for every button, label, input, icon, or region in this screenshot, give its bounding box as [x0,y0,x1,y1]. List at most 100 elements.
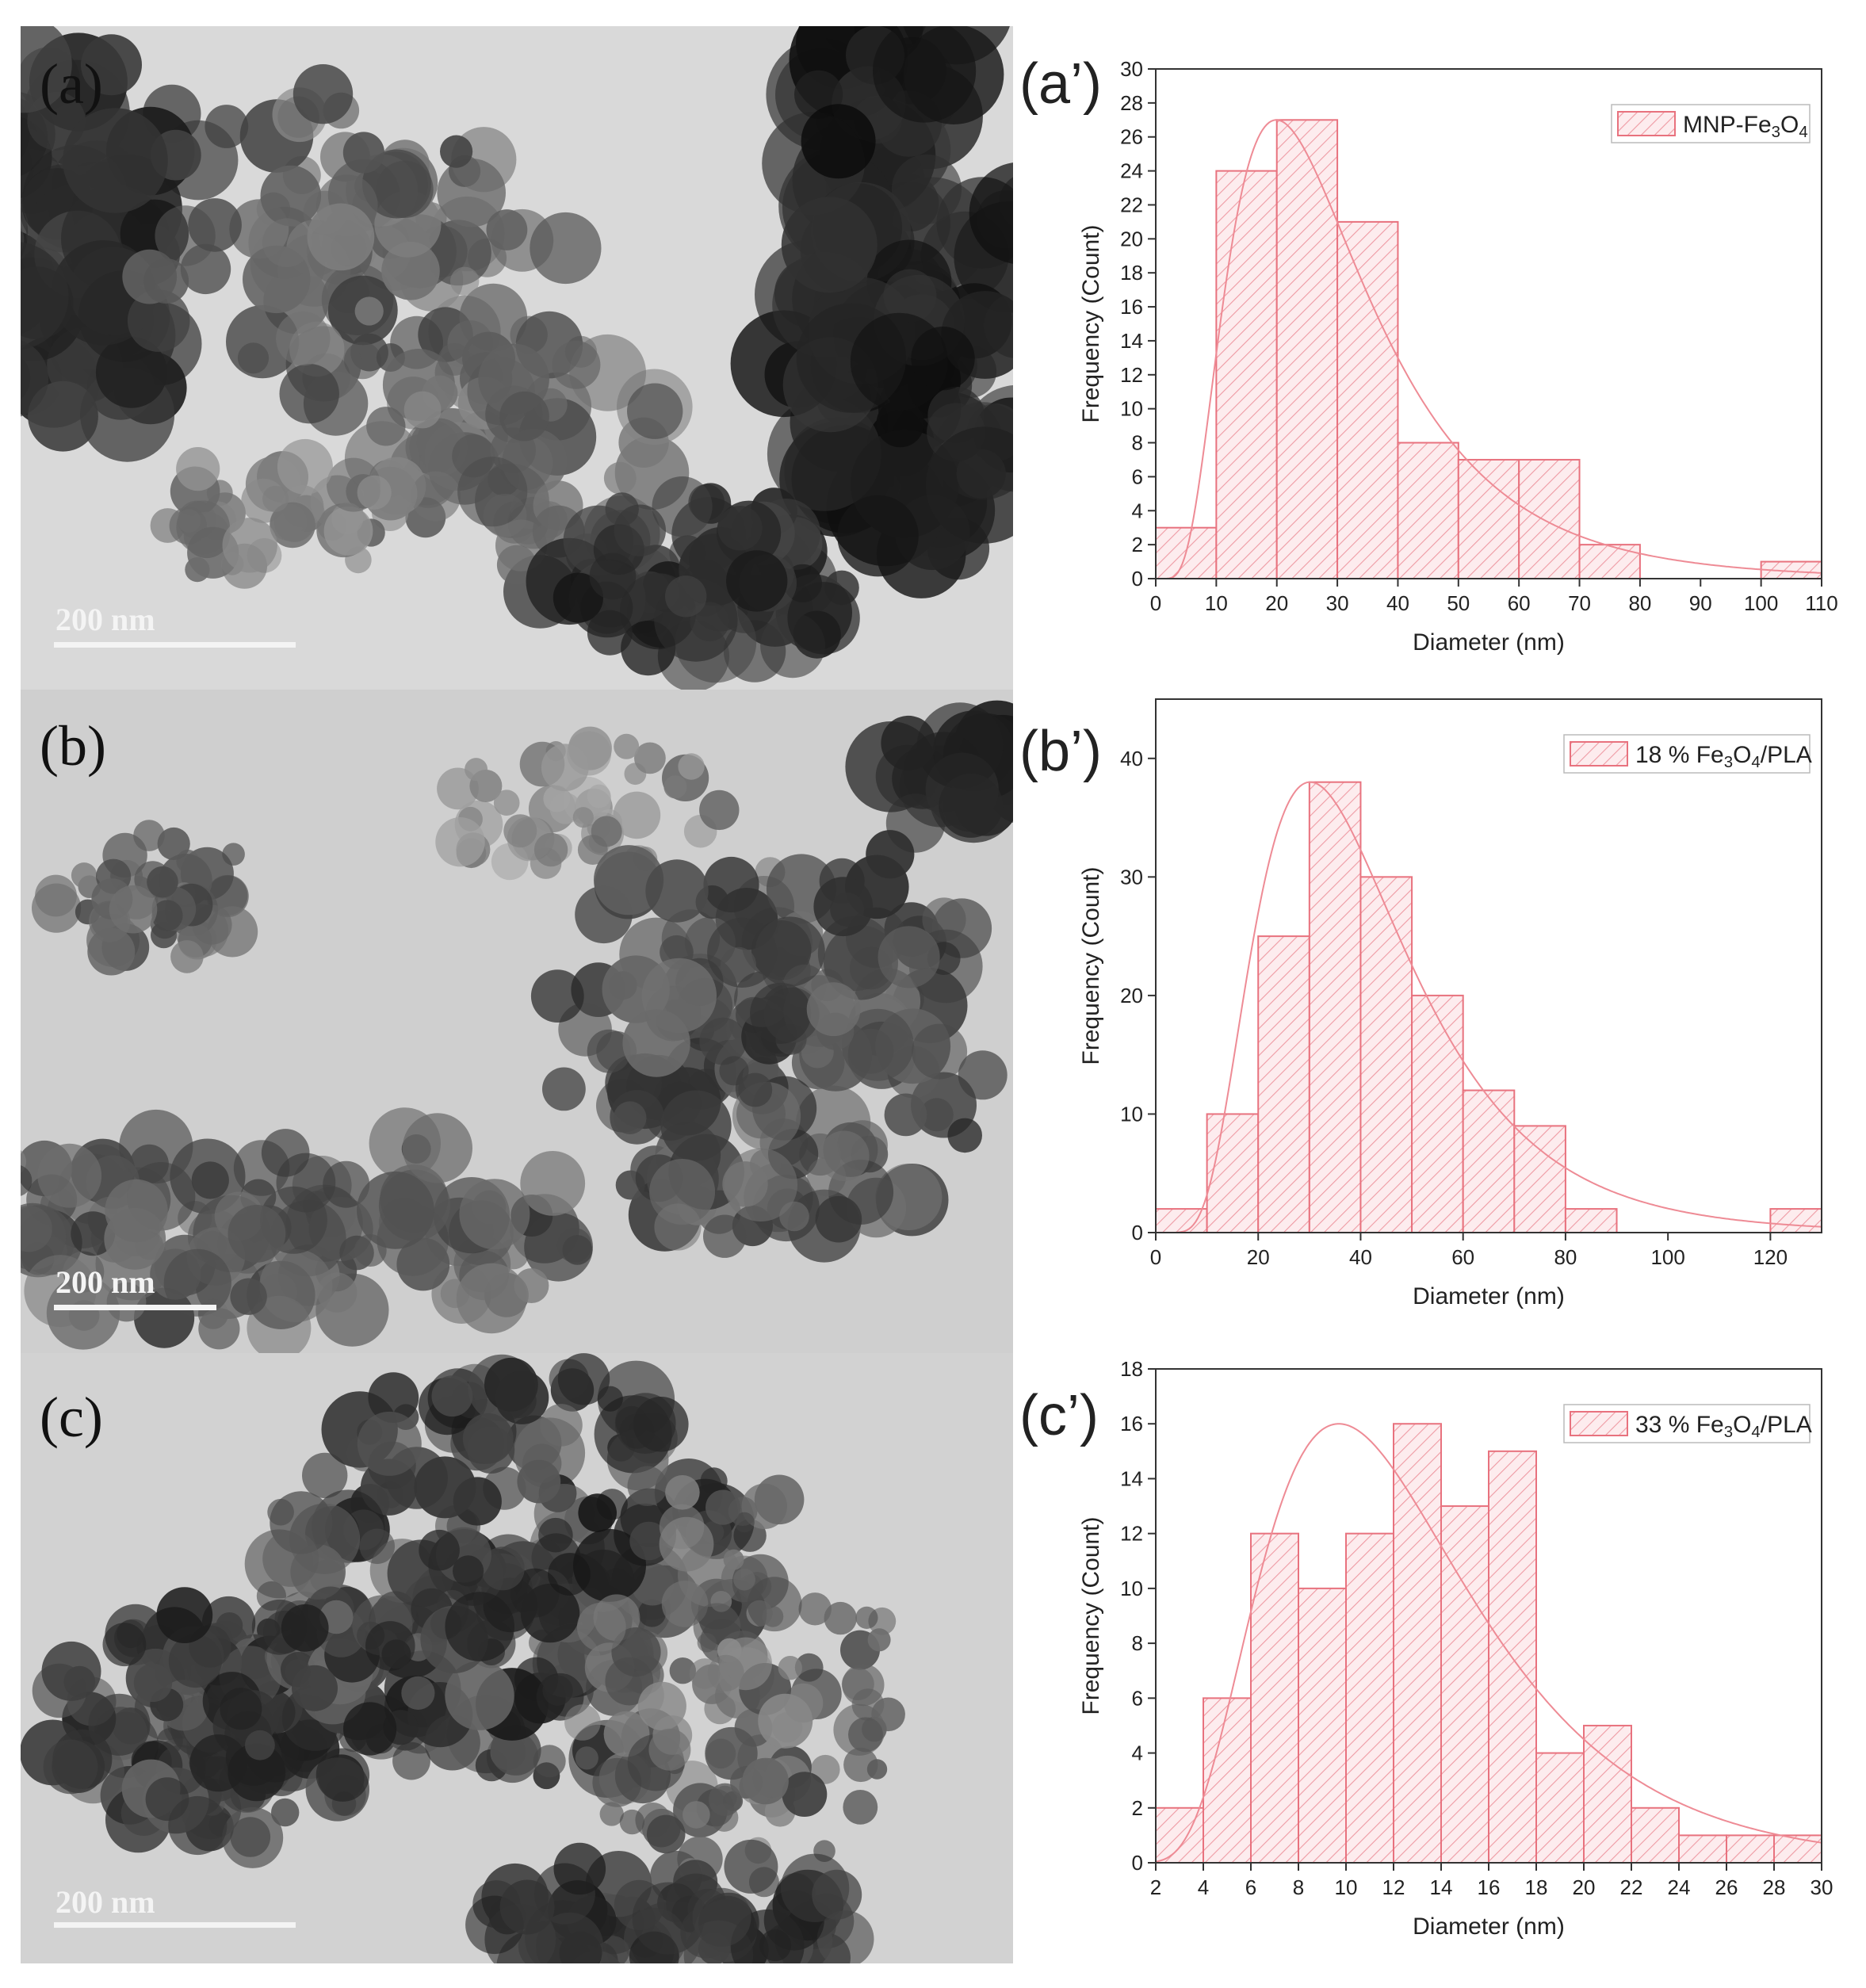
y-tick-label: 0 [1132,1851,1143,1875]
x-tick-label: 70 [1568,591,1591,615]
x-tick-label: 26 [1715,1875,1738,1899]
y-tick-label: 26 [1120,125,1143,149]
histogram-bar [1298,1587,1347,1864]
histogram-bar [1583,1724,1632,1864]
panel-label-a: (a) [40,52,103,116]
scale-bar-label-a: 200 nm [55,602,155,637]
y-axis-label: Frequency (Count) [1078,224,1104,422]
x-tick-label: 20 [1573,1875,1596,1899]
histogram-chart-2: 2 4 6 8 10 12 14 16 18 20 22 24 26 28 3002468101214161… [1019,1357,1833,1940]
histogram-bar [1535,1752,1585,1864]
x-tick-label: 22 [1620,1875,1643,1899]
tem-image-c [21,1353,1013,1963]
y-tick-label: 2 [1132,1796,1143,1820]
legend-swatch [1617,111,1676,136]
tem-image-a [21,26,1013,690]
x-tick-label: 8 [1293,1875,1304,1899]
histogram-bar [1726,1834,1775,1864]
histogram-bar [1440,1505,1489,1864]
y-tick-label: 30 [1120,57,1143,81]
y-tick-label: 14 [1120,1466,1143,1490]
x-tick-label: 40 [1386,591,1409,615]
histogram-bar [1308,781,1362,1233]
panel-label-c: (c) [40,1386,103,1449]
y-axis-label: Frequency (Count) [1078,1516,1104,1715]
legend-swatch [1570,741,1628,767]
histogram-bar [1257,935,1310,1233]
histogram-bar [1206,1113,1260,1234]
histogram-bar [1462,1089,1516,1233]
scale-bar-a [54,642,296,648]
y-tick-label: 12 [1120,363,1143,387]
tem-image-b [21,690,1013,1353]
x-tick-label: 0 [1150,1245,1161,1269]
x-tick-label: 24 [1668,1875,1691,1899]
y-tick-label: 10 [1120,1102,1143,1126]
y-tick-label: 10 [1120,397,1143,421]
y-tick-label: 0 [1132,1221,1143,1244]
scale-bar-b [54,1305,216,1310]
legend: 18 % Fe3O4/PLA [1563,734,1812,774]
y-tick-label: 4 [1132,1741,1143,1765]
legend: 33 % Fe3O4/PLA [1563,1404,1812,1443]
x-tick-label: 60 [1508,591,1531,615]
y-tick-label: 20 [1120,227,1143,250]
legend-label: 18 % Fe3O4/PLA [1635,742,1812,771]
x-tick-label: 20 [1265,591,1288,615]
histogram-bar [1769,1208,1822,1233]
x-tick-label: 2 [1150,1875,1161,1899]
x-tick-label: 90 [1689,591,1712,615]
y-tick-label: 24 [1120,159,1143,183]
histogram-bar [1578,544,1641,580]
y-tick-label: 2 [1132,533,1143,556]
x-tick-label: 10 [1335,1875,1358,1899]
y-tick-label: 18 [1120,261,1143,285]
y-axis-label: Frequency (Count) [1078,866,1104,1065]
x-tick-label: 40 [1349,1245,1372,1269]
histogram-bar [1564,1208,1618,1233]
histogram-chart-0: 0 10 20 30 40 50 60 70 80 90 100 110024681012141618… [1019,52,1838,656]
x-tick-label: 4 [1198,1875,1209,1899]
y-tick-label: 4 [1132,499,1143,522]
x-axis-label: Diameter (nm) [1413,629,1565,656]
x-tick-label: 110 [1805,591,1837,615]
x-axis-label: Diameter (nm) [1413,1913,1565,1940]
x-tick-label: 28 [1763,1875,1786,1899]
chart-panel-label: (c’) [1019,1384,1099,1447]
x-tick-label: 0 [1150,591,1161,615]
scale-bar-label-b: 200 nm [55,1264,155,1300]
fit-curve [1156,781,1822,1233]
y-tick-label: 16 [1120,295,1143,319]
y-tick-label: 20 [1120,984,1143,1007]
fit-curve [1156,119,1822,579]
x-tick-label: 100 [1744,591,1778,615]
x-tick-label: 120 [1753,1245,1788,1269]
fit-curve [1155,1423,1822,1863]
histogram-bar [1457,458,1520,580]
histogram-bar [1393,1423,1442,1864]
x-tick-label: 80 [1628,591,1651,615]
y-tick-label: 30 [1120,865,1143,889]
y-tick-label: 8 [1132,1631,1143,1655]
histogram-bar [1359,876,1413,1234]
legend: MNP-Fe3O4 [1611,104,1811,143]
y-tick-label: 10 [1120,1577,1143,1600]
chart-panel-label: (b’) [1019,720,1102,783]
legend-label: 33 % Fe3O4/PLA [1635,1412,1812,1441]
y-tick-label: 28 [1120,91,1143,115]
y-tick-label: 8 [1132,431,1143,455]
legend-label: MNP-Fe3O4 [1683,112,1808,141]
y-tick-label: 18 [1120,1357,1143,1381]
histogram-bar [1631,1806,1680,1864]
panel-label-b: (b) [40,714,106,778]
x-tick-label: 14 [1430,1875,1453,1899]
y-tick-label: 12 [1120,1522,1143,1546]
x-tick-label: 30 [1326,591,1349,615]
scale-bar-label-c: 200 nm [55,1884,155,1920]
plot-frame [1155,68,1822,579]
y-tick-label: 40 [1120,747,1143,770]
x-tick-label: 20 [1247,1245,1270,1269]
y-tick-label: 6 [1132,465,1143,488]
histogram-bar [1397,442,1459,579]
